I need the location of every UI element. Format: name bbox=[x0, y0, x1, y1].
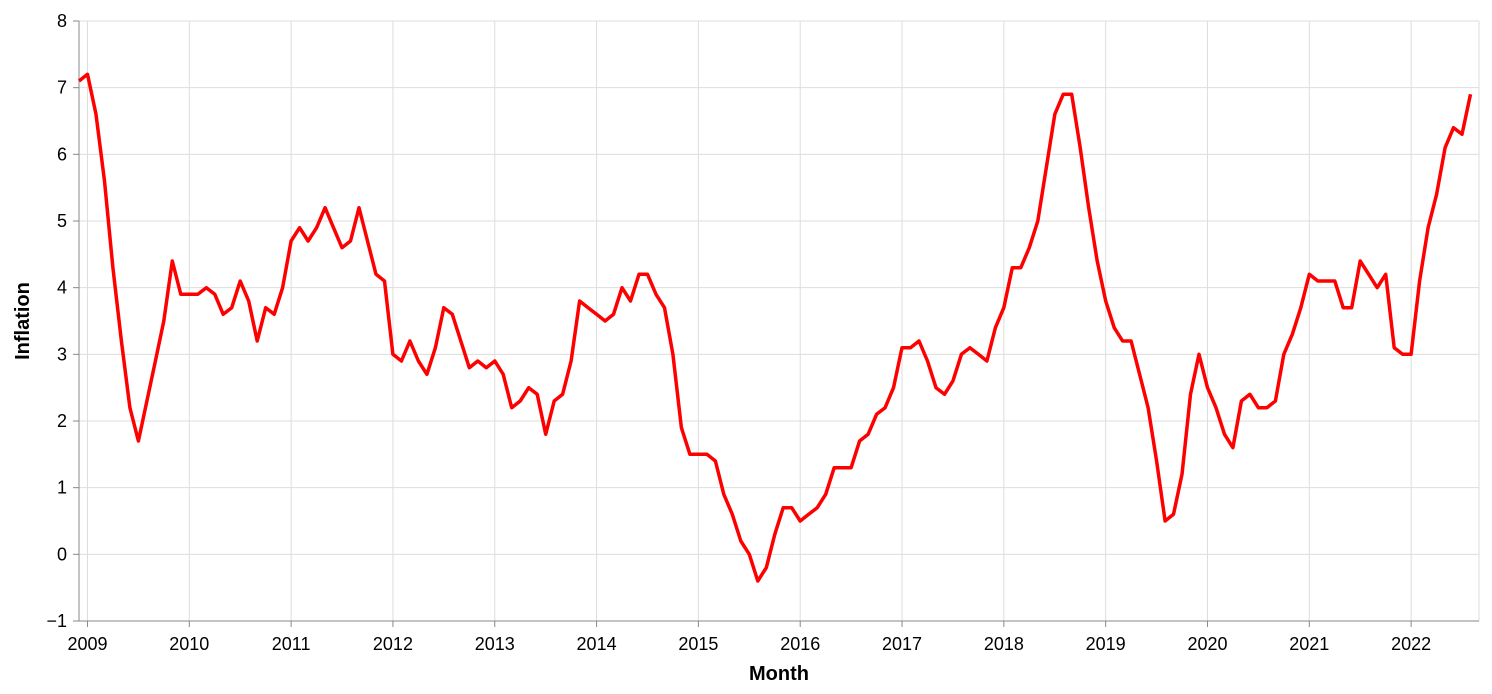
x-tick-label: 2017 bbox=[882, 634, 922, 654]
x-tick-label: 2012 bbox=[373, 634, 413, 654]
x-axis-title: Month bbox=[749, 663, 809, 685]
x-tick-label: 2018 bbox=[984, 634, 1024, 654]
x-tick-label: 2013 bbox=[475, 634, 515, 654]
x-tick-label: 2010 bbox=[169, 634, 209, 654]
y-tick-label: 5 bbox=[57, 211, 67, 231]
y-axis-ticks: −1 0 1 2 3 4 5 6 7 8 bbox=[46, 11, 79, 631]
x-tick-label: 2019 bbox=[1086, 634, 1126, 654]
x-tick-label: 2011 bbox=[272, 634, 311, 654]
inflation-series-line bbox=[77, 72, 1473, 583]
x-tick-label: 2021 bbox=[1289, 634, 1329, 654]
y-axis-title: Inflation bbox=[12, 282, 34, 360]
y-tick-label: 4 bbox=[57, 278, 67, 298]
y-gridlines bbox=[79, 20, 1479, 622]
y-tick-label: 2 bbox=[57, 411, 67, 431]
y-tick-label: −1 bbox=[46, 611, 67, 631]
y-tick-label: 7 bbox=[57, 78, 67, 98]
x-axis-ticks: 2009 2010 2011 2012 2013 2014 2015 2016 2017 2018… bbox=[67, 621, 1431, 654]
x-tick-label: 2020 bbox=[1187, 634, 1227, 654]
x-tick-label: 2016 bbox=[780, 634, 820, 654]
x-gridlines bbox=[86, 21, 1480, 621]
y-tick-label: 6 bbox=[57, 144, 67, 164]
y-tick-label: 1 bbox=[57, 478, 67, 498]
x-tick-label: 2009 bbox=[67, 634, 107, 654]
x-tick-label: 2015 bbox=[678, 634, 718, 654]
y-tick-label: 3 bbox=[57, 344, 67, 364]
y-tick-label: 8 bbox=[57, 11, 67, 31]
x-tick-label: 2022 bbox=[1391, 634, 1431, 654]
x-tick-label: 2014 bbox=[577, 634, 617, 654]
y-tick-label: 0 bbox=[57, 544, 67, 564]
